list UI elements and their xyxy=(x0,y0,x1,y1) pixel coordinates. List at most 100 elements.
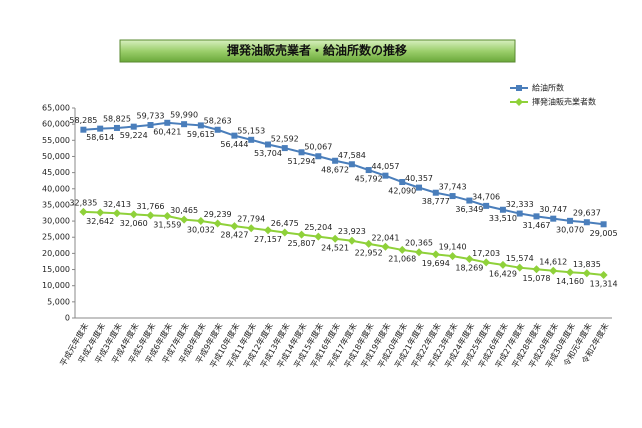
y-tick-label: 10,000 xyxy=(42,281,70,290)
data-label: 34,706 xyxy=(472,192,500,201)
data-label: 20,365 xyxy=(405,239,433,248)
data-label: 30,465 xyxy=(170,206,198,215)
data-label: 22,952 xyxy=(355,248,383,257)
data-label: 13,314 xyxy=(590,279,618,288)
marker xyxy=(483,202,490,209)
data-label: 27,157 xyxy=(254,235,282,244)
data-label: 37,743 xyxy=(439,183,467,192)
y-tick-label: 35,000 xyxy=(42,200,70,209)
marker xyxy=(129,210,138,219)
data-label: 45,792 xyxy=(355,175,383,184)
marker xyxy=(247,224,256,233)
marker xyxy=(314,232,323,241)
marker xyxy=(465,254,474,263)
marker xyxy=(163,212,172,221)
data-label: 25,807 xyxy=(288,239,316,248)
data-label: 59,224 xyxy=(120,131,148,140)
data-label: 30,747 xyxy=(539,205,567,214)
marker xyxy=(348,161,355,168)
data-label: 56,444 xyxy=(220,140,248,149)
marker xyxy=(415,248,424,257)
data-label: 55,153 xyxy=(237,126,265,135)
marker xyxy=(364,239,373,248)
y-tick-label: 55,000 xyxy=(42,136,70,145)
marker xyxy=(146,211,155,220)
marker xyxy=(180,215,189,224)
data-label: 38,777 xyxy=(422,197,450,206)
marker xyxy=(516,210,523,217)
data-label: 19,694 xyxy=(422,259,450,268)
marker xyxy=(197,122,204,129)
y-tick-label: 50,000 xyxy=(42,152,70,161)
data-label: 16,429 xyxy=(489,269,517,278)
marker xyxy=(432,189,439,196)
marker xyxy=(147,122,154,129)
marker xyxy=(113,124,120,131)
data-label: 60,421 xyxy=(153,127,181,136)
marker xyxy=(365,167,372,174)
marker xyxy=(600,221,607,228)
marker xyxy=(567,217,574,224)
data-label: 26,475 xyxy=(271,219,299,228)
marker xyxy=(466,197,473,204)
data-label: 31,559 xyxy=(153,221,181,230)
data-label: 13,835 xyxy=(573,260,601,269)
marker xyxy=(181,121,188,128)
y-tick-label: 25,000 xyxy=(42,233,70,242)
data-label: 29,239 xyxy=(204,210,232,219)
data-label: 58,285 xyxy=(69,116,97,125)
data-label: 27,794 xyxy=(237,215,265,224)
marker xyxy=(416,184,423,191)
marker xyxy=(231,132,238,139)
data-label: 52,592 xyxy=(271,135,299,144)
data-label: 31,467 xyxy=(522,221,550,230)
data-label: 14,160 xyxy=(556,277,584,286)
y-tick-label: 15,000 xyxy=(42,265,70,274)
data-label: 17,203 xyxy=(472,249,500,258)
marker xyxy=(550,215,557,222)
data-label: 24,521 xyxy=(321,243,349,252)
legend-marker xyxy=(516,85,522,91)
data-label: 58,614 xyxy=(86,133,114,142)
marker xyxy=(80,126,87,133)
marker xyxy=(431,250,440,259)
data-label: 33,510 xyxy=(489,214,517,223)
marker xyxy=(498,260,507,269)
y-tick-label: 45,000 xyxy=(42,168,70,177)
chart-title: 揮発油販売業者・給油所数の推移 xyxy=(227,43,407,58)
marker xyxy=(381,242,390,251)
data-label: 58,263 xyxy=(204,116,232,125)
data-label: 32,835 xyxy=(69,198,97,207)
marker xyxy=(549,266,558,275)
legend-label: 揮発油販売業者数 xyxy=(532,97,596,107)
data-label: 32,060 xyxy=(120,219,148,228)
marker xyxy=(315,153,322,160)
data-label: 30,032 xyxy=(187,225,215,234)
data-label: 25,204 xyxy=(304,223,332,232)
data-label: 22,041 xyxy=(371,233,399,242)
marker xyxy=(281,145,288,152)
legend-label: 給油所数 xyxy=(532,83,564,93)
marker xyxy=(164,119,171,126)
data-label: 36,349 xyxy=(455,205,483,214)
data-label: 59,990 xyxy=(170,111,198,120)
y-tick-label: 30,000 xyxy=(42,217,70,226)
data-label: 40,357 xyxy=(405,174,433,183)
data-label: 58,825 xyxy=(103,114,131,123)
data-label: 32,413 xyxy=(103,200,131,209)
marker xyxy=(331,234,340,243)
marker xyxy=(280,228,289,237)
data-label: 30,070 xyxy=(556,225,584,234)
data-label: 18,269 xyxy=(455,263,483,272)
marker xyxy=(332,157,339,164)
data-label: 31,766 xyxy=(137,202,165,211)
marker xyxy=(347,236,356,245)
y-tick-label: 60,000 xyxy=(42,120,70,129)
marker xyxy=(448,252,457,261)
marker xyxy=(297,230,306,239)
data-label: 48,672 xyxy=(321,165,349,174)
marker xyxy=(533,213,540,220)
marker xyxy=(230,222,239,231)
marker xyxy=(96,208,105,217)
